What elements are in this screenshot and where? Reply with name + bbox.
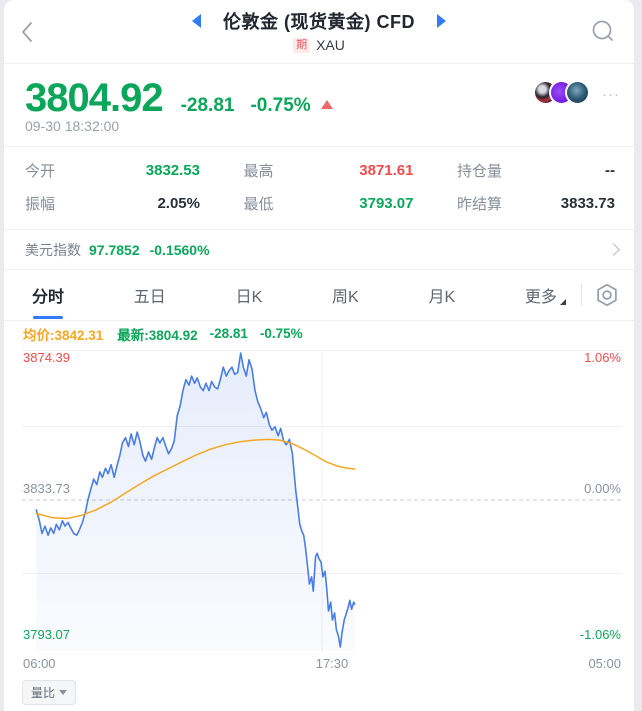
usd-index-value: 97.7852 [89, 241, 140, 258]
legend-change: -28.81 [209, 326, 248, 341]
tab-分时[interactable]: 分时 [30, 269, 66, 321]
y-label-low-pct: -1.06% [579, 627, 621, 642]
more-button[interactable]: ··· [602, 86, 620, 103]
stat-最低: 最低 3793.07 [244, 193, 414, 214]
tab-更多[interactable]: 更多 [523, 269, 566, 321]
y-label-prevclose: 3833.73 [23, 481, 70, 496]
volume-ratio-label: 量比 [31, 686, 56, 700]
chevron-right-icon [607, 243, 620, 256]
stat-value: -- [605, 162, 615, 179]
futures-badge: 期 [293, 37, 311, 53]
stat-label: 最低 [243, 196, 274, 213]
legend-avg-price: 均价:3842.31 [23, 327, 104, 343]
stat-最高: 最高 3871.61 [244, 160, 414, 181]
tab-周K[interactable]: 周K [332, 289, 359, 306]
symbol-code: XAU [316, 37, 345, 53]
more-caret-icon [559, 299, 566, 305]
intraday-chart[interactable]: 3874.39 1.06% 3833.73 0.00% 3793.07 -1.0… [4, 346, 634, 656]
search-icon [592, 20, 613, 41]
chart-legend: 均价:3842.31 最新:3804.92 -28.81 -0.75% [4, 321, 634, 346]
quote-timestamp: 09-30 18:32:00 [25, 118, 120, 134]
tabs-divider [581, 284, 582, 306]
stat-昨结算: 昨结算 3833.73 [457, 193, 615, 214]
chart-settings-button[interactable] [594, 282, 620, 308]
x-label-middle: 17:30 [315, 656, 349, 671]
stat-value: 3833.73 [560, 195, 615, 212]
y-label-low: 3793.07 [23, 627, 70, 642]
tick-up-arrow-icon [320, 100, 333, 109]
prev-instrument-button[interactable] [192, 14, 201, 28]
stat-label: 昨结算 [457, 196, 503, 213]
stat-value: 3832.53 [145, 162, 200, 179]
stat-持仓量: 持仓量 -- [457, 160, 615, 181]
stat-label: 今开 [25, 163, 56, 180]
chart-x-axis: 06:00 17:30 05:00 [4, 656, 634, 674]
page-title: 伦敦金 (现货黄金) CFD [223, 12, 415, 32]
tab-五日[interactable]: 五日 [133, 289, 166, 306]
next-instrument-button[interactable] [436, 14, 446, 28]
x-label-end: 05:00 [588, 656, 621, 671]
title-block: 伦敦金 (现货黄金) CFD 期 XAU [4, 8, 634, 53]
price-change: -28.81 [180, 95, 235, 116]
usd-index-row[interactable]: 美元指数 97.7852 -0.1560% [4, 229, 634, 269]
avatar [565, 80, 590, 105]
header: 伦敦金 (现货黄金) CFD 期 XAU [4, 0, 634, 64]
stats-grid: 今开 3832.53 最高 3871.61 持仓量 -- 振幅 2.05% 最低 3793.07 昨… [25, 160, 615, 214]
gear-icon [597, 283, 617, 307]
back-button[interactable] [20, 20, 34, 44]
stat-value: 2.05% [157, 195, 200, 212]
stat-label: 振幅 [25, 196, 56, 213]
legend-change-pct: -0.75% [259, 326, 303, 341]
usd-index-label: 美元指数 [25, 241, 81, 258]
price-change-pct: -0.75% [250, 95, 311, 116]
stat-今开: 今开 3832.53 [25, 160, 200, 181]
price-section: 3804.92 -28.81 -0.75% 09-30 18:32:00 ··· [4, 64, 634, 146]
y-label-zero-pct: 0.00% [584, 481, 621, 496]
tab-月K[interactable]: 月K [428, 289, 456, 306]
volume-ratio-selector[interactable]: 量比 [22, 680, 77, 705]
tab-日K[interactable]: 日K [235, 289, 263, 306]
x-label-start: 06:00 [23, 656, 56, 671]
chart-tabs-section: 分时 五日 日K 周K 月K 更多 [4, 269, 634, 321]
intraday-chart-svg [22, 350, 622, 653]
quote-card: 伦敦金 (现货黄金) CFD 期 XAU 3804.92 -28.81 -0.7… [4, 0, 634, 711]
indicator-bar: 量比 [4, 674, 634, 711]
stat-value: 3793.07 [359, 195, 414, 212]
chevron-left-icon [22, 22, 32, 42]
legend-last-price: 最新:3804.92 [117, 327, 198, 343]
usd-index-change-pct: -0.1560% [149, 241, 210, 258]
y-label-high-pct: 1.06% [584, 350, 621, 365]
caret-down-icon [59, 690, 68, 695]
stat-value: 3871.61 [359, 162, 414, 179]
viewer-avatars[interactable] [533, 80, 590, 105]
stat-label: 持仓量 [457, 163, 503, 180]
stats-section: 今开 3832.53 最高 3871.61 持仓量 -- 振幅 2.05% 最低 3793.07 昨… [4, 146, 634, 229]
search-button[interactable] [590, 18, 616, 44]
chart-tabs: 分时 五日 日K 周K 月K 更多 [4, 269, 573, 321]
y-label-high: 3874.39 [23, 350, 70, 365]
stat-振幅: 振幅 2.05% [25, 193, 200, 214]
last-price: 3804.92 [25, 76, 164, 120]
stat-label: 最高 [243, 163, 274, 180]
